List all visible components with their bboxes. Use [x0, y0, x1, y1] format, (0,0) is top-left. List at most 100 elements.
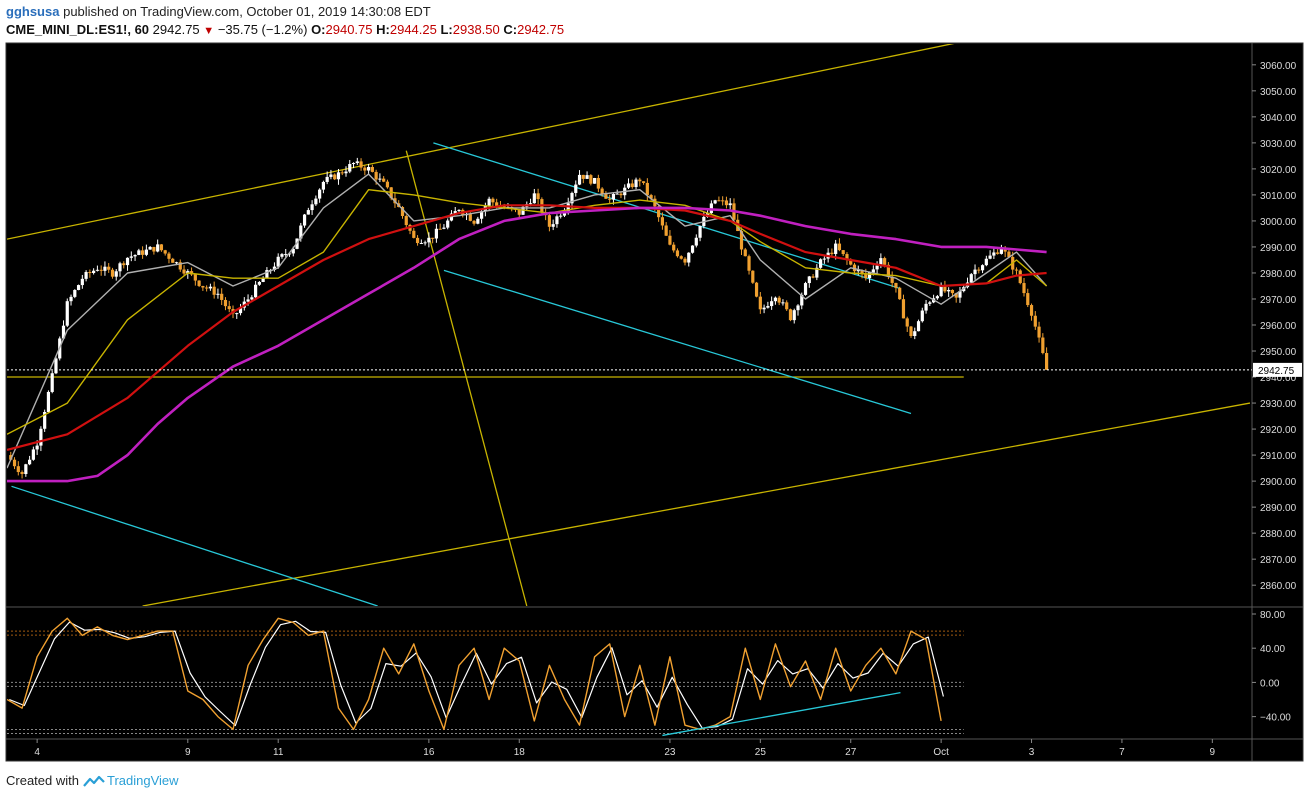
candle-body	[909, 326, 913, 337]
candle	[830, 248, 834, 256]
candle	[1029, 303, 1034, 321]
candle	[728, 198, 732, 210]
candle-body	[800, 294, 804, 306]
time-tick-label: 7	[1119, 747, 1125, 758]
high-label: H:	[376, 22, 390, 37]
price-tick-label: 3030.00	[1260, 139, 1297, 150]
candle-body	[20, 472, 24, 475]
trend-line	[433, 142, 901, 290]
candle-body	[928, 302, 932, 304]
candle-body	[69, 296, 73, 302]
candle-body	[321, 181, 325, 190]
candle	[446, 218, 450, 230]
tradingview-brand[interactable]: TradingView	[106, 773, 179, 788]
published-text: published on TradingView.com, October 01…	[63, 4, 431, 19]
candle-body	[31, 449, 35, 460]
price-tick-label: 2910.00	[1260, 451, 1297, 462]
price-tick-label: 3010.00	[1260, 191, 1297, 202]
candle-body	[348, 164, 352, 172]
price-pane[interactable]: 2860.00 2870.00 2880.00 2890.00 2900.00 2910.…	[6, 41, 1303, 761]
candle-body	[378, 178, 382, 180]
candle	[777, 295, 781, 306]
candle-body	[76, 285, 81, 290]
candle	[54, 356, 58, 375]
open-label: O:	[311, 22, 326, 37]
candle	[517, 209, 521, 218]
candle	[238, 303, 243, 316]
candle-body	[698, 226, 702, 238]
candle-body	[551, 224, 555, 227]
candle	[212, 281, 216, 299]
candle	[867, 271, 872, 283]
stochastic-pane[interactable]: 80.00 40.00 0.00 −40.00	[7, 610, 1291, 737]
price-tick-label: 2970.00	[1260, 295, 1297, 306]
candle-body	[638, 179, 642, 182]
candle-body	[73, 289, 77, 297]
candle-body	[495, 202, 499, 206]
candle-body	[446, 220, 450, 228]
candle-body	[954, 293, 958, 298]
candle	[822, 256, 826, 264]
candle-body	[80, 278, 84, 286]
stoch-tick-label: 0.00	[1260, 678, 1280, 689]
candle	[992, 247, 996, 260]
candle-body	[110, 269, 115, 277]
time-tick-label: Oct	[933, 747, 949, 758]
candle	[491, 197, 495, 207]
candle	[125, 257, 130, 271]
candle-body	[1007, 251, 1011, 257]
candle-body	[12, 459, 17, 467]
candle	[898, 286, 902, 300]
candle	[928, 300, 932, 306]
price-tick-label: 3040.00	[1260, 113, 1297, 124]
price-tick-label: 3060.00	[1260, 61, 1297, 72]
candle	[747, 254, 751, 275]
candle	[589, 174, 593, 186]
price-plot-area	[7, 44, 1250, 606]
candle-body	[1041, 337, 1045, 354]
candle-body	[159, 244, 164, 251]
candle	[167, 251, 171, 264]
candle-body	[988, 255, 992, 259]
candle	[585, 171, 589, 179]
candle	[841, 249, 845, 257]
candle-body	[457, 209, 461, 212]
candle-body	[122, 263, 126, 266]
stoch-tick-label: 80.00	[1260, 610, 1285, 621]
price-tick-label: 3020.00	[1260, 165, 1297, 176]
candle-body	[660, 217, 664, 226]
candle	[302, 213, 307, 228]
candle-body	[9, 455, 13, 460]
stoch-tick-label: −40.00	[1260, 713, 1291, 724]
candle	[619, 191, 623, 199]
candle	[427, 232, 431, 248]
time-axis[interactable]: 4 9 11 16 18 23 25 27 Oct 3 7 9	[34, 739, 1216, 758]
candle-body	[585, 175, 589, 179]
candle-body	[883, 258, 887, 265]
candle-body	[645, 182, 649, 196]
candle	[122, 261, 126, 269]
candle	[272, 262, 277, 272]
candle	[314, 195, 318, 206]
candle-body	[246, 299, 250, 302]
candle-body	[370, 166, 374, 172]
candle-body	[329, 174, 333, 177]
candle	[43, 409, 47, 432]
candle	[385, 179, 390, 189]
candle-body	[212, 286, 216, 295]
candle	[766, 301, 770, 309]
candle-body	[39, 428, 43, 446]
candle	[717, 196, 721, 202]
candle	[306, 207, 310, 215]
candle	[336, 168, 341, 185]
author-name[interactable]: gghsusa	[6, 4, 60, 19]
candle-body	[95, 269, 99, 271]
candle-body	[608, 198, 612, 200]
candle-body	[950, 289, 955, 294]
candle-body	[751, 270, 755, 283]
candle-body	[302, 214, 307, 226]
candle	[171, 257, 175, 263]
candle	[600, 187, 604, 197]
candle-body	[935, 296, 939, 299]
